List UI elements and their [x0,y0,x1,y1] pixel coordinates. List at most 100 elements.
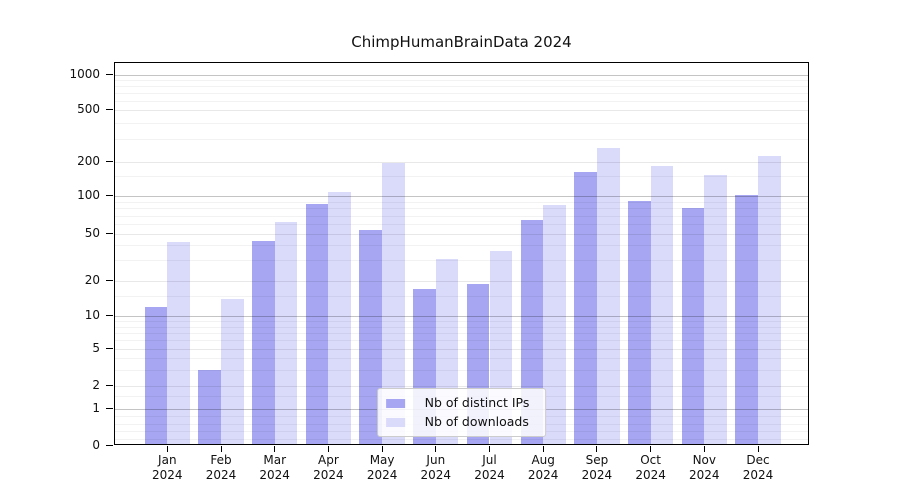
gridline-y-150 [115,176,808,178]
bar-nb-of-downloads-feb-2024 [221,299,244,444]
gridline-y-600 [115,100,808,102]
gridline-y-400 [115,122,808,124]
gridline-y-700 [115,93,808,94]
bar-nb-of-downloads-mar-2024 [274,222,298,444]
bar-nb-of-distinct-ips-nov-2024 [681,208,705,444]
legend-label-nb-of-downloads: Nb of downloads [424,414,529,429]
y-tick-1000 [106,73,113,75]
chart-title: ChimpHumanBrainData 2024 [351,33,572,51]
x-tick-nov-2024 [703,446,705,452]
legend-swatch-nb-of-downloads [385,417,405,427]
gridline-y-30 [115,260,808,262]
x-tick-oct-2024 [650,446,652,452]
gridline-y-90 [115,201,808,203]
x-tick-label-mar-2024: Mar 2024 [259,453,290,482]
x-tick-label-jul-2024: Jul 2024 [474,453,505,482]
gridline-y-50 [115,234,808,235]
bar-nb-of-distinct-ips-feb-2024 [198,369,221,444]
y-tick-10 [106,314,113,316]
bar-nb-of-distinct-ips-jan-2024 [144,306,168,444]
bar-nb-of-distinct-ips-mar-2024 [252,240,275,444]
y-tick-label-500: 500 [77,102,100,116]
gridline-y-200 [115,162,808,163]
x-tick-label-nov-2024: Nov 2024 [689,453,720,482]
y-tick-label-1: 1 [92,401,100,415]
x-tick-apr-2024 [327,446,329,452]
bar-nb-of-distinct-ips-apr-2024 [305,203,329,444]
gridline-y-80 [115,208,808,210]
gridline-y-6 [115,340,808,342]
x-tick-jan-2024 [166,446,168,452]
bar-nb-of-downloads-oct-2024 [650,165,674,444]
legend: Nb of distinct IPs Nb of downloads [376,388,547,437]
legend-item-nb-of-distinct-ips: Nb of distinct IPs [385,395,530,410]
gridline-y-100 [115,196,808,197]
bar-nb-of-downloads-may-2024 [382,162,405,444]
y-tick-1 [106,407,113,409]
gridline-y-3 [115,369,808,371]
x-tick-aug-2024 [542,446,544,452]
gridline-y-10 [115,316,808,317]
bar-nb-of-downloads-aug-2024 [543,204,566,444]
gridline-y-500 [115,110,808,111]
gridline-y-40 [115,245,808,247]
x-tick-label-jan-2024: Jan 2024 [152,453,183,482]
y-tick-50 [106,232,113,234]
bar-nb-of-distinct-ips-sep-2024 [574,172,597,444]
bar-nb-of-downloads-apr-2024 [328,192,352,444]
bar-nb-of-downloads-nov-2024 [704,174,727,444]
x-tick-label-jun-2024: Jun 2024 [420,453,452,482]
bar-nb-of-distinct-ips-aug-2024 [520,219,544,444]
bar-nb-of-distinct-ips-oct-2024 [627,200,651,444]
legend-swatch-nb-of-distinct-ips [385,398,405,408]
y-tick-2 [106,384,113,386]
gridline-y-300 [115,139,808,140]
gridline-y-1000 [115,75,808,76]
y-tick-200 [106,160,113,162]
gridline-y-60 [115,224,808,225]
gridline-y-0-2 [115,438,808,440]
gridline-y-9 [115,321,808,322]
bar-nb-of-downloads-dec-2024 [758,156,781,444]
gridline-y-4 [115,358,808,359]
x-tick-sep-2024 [596,446,598,452]
x-tick-label-may-2024: May 2024 [366,453,398,482]
x-tick-label-dec-2024: Dec 2024 [742,453,774,482]
x-tick-may-2024 [381,446,383,452]
y-tick-100 [106,194,113,196]
gridline-y-8 [115,326,808,328]
x-tick-mar-2024 [274,446,276,452]
x-tick-label-feb-2024: Feb 2024 [205,453,237,482]
y-tick-label-2: 2 [92,378,100,392]
legend-label-nb-of-distinct-ips: Nb of distinct IPs [424,395,530,410]
y-tick-label-1000: 1000 [69,67,100,81]
gridline-y-20 [115,281,808,282]
y-tick-20 [106,279,113,281]
bar-nb-of-distinct-ips-dec-2024 [735,195,758,444]
x-tick-label-sep-2024: Sep 2024 [581,453,613,482]
y-tick-label-100: 100 [77,188,100,202]
x-tick-label-oct-2024: Oct 2024 [635,453,666,482]
bar-nb-of-downloads-sep-2024 [596,147,620,444]
x-tick-feb-2024 [220,446,222,452]
y-tick-500 [106,108,113,110]
x-tick-jul-2024 [489,446,490,452]
legend-item-nb-of-downloads: Nb of downloads [385,414,530,429]
x-tick-label-aug-2024: Aug 2024 [527,453,559,482]
x-tick-label-apr-2024: Apr 2024 [313,453,344,482]
y-tick-5 [106,347,113,349]
y-tick-label-5: 5 [92,341,100,355]
gridline-y-900 [115,80,808,82]
gridline-y-800 [115,86,808,88]
gridlines-layer [115,63,808,444]
y-tick-label-0: 0 [92,438,100,452]
bar-nb-of-distinct-ips-may-2024 [359,229,383,444]
gridline-y-2 [115,386,808,387]
x-tick-jun-2024 [435,446,437,452]
y-tick-label-20: 20 [84,273,100,287]
bar-nb-of-downloads-jan-2024 [167,241,190,444]
x-tick-dec-2024 [757,446,759,452]
y-tick-0 [106,444,113,446]
y-tick-label-200: 200 [77,154,100,168]
